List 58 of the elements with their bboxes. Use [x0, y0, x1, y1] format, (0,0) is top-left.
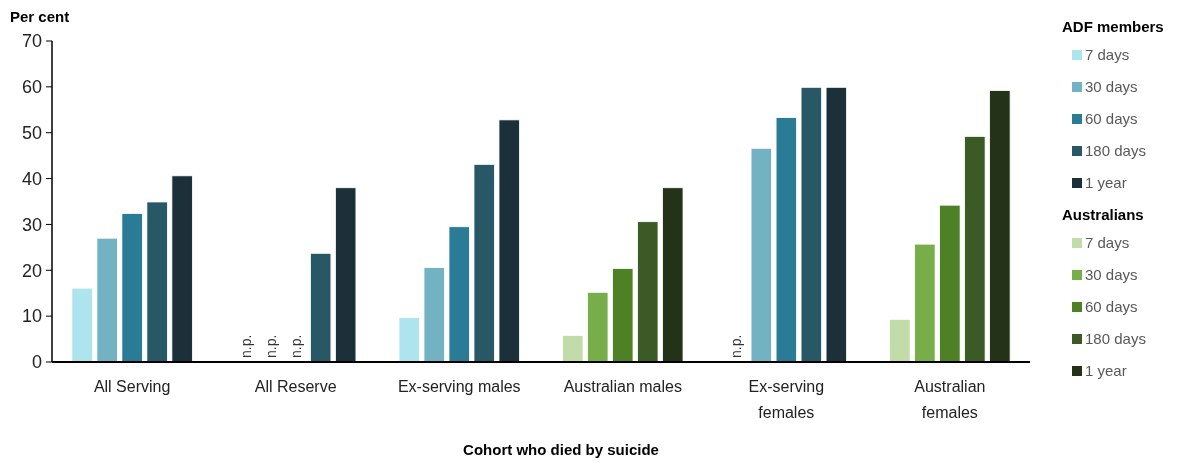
- x-tick-label: Australian males: [563, 378, 682, 395]
- bar: [562, 335, 584, 363]
- bar: [423, 267, 445, 363]
- bar: [121, 213, 143, 363]
- text: n.p.: [728, 334, 745, 358]
- bar: [398, 317, 420, 363]
- x-tick-label: All Serving: [93, 378, 171, 395]
- text: Australians: [1062, 206, 1144, 223]
- text: n.p.: [237, 334, 254, 358]
- bar: [498, 119, 520, 363]
- bar: [964, 135, 986, 363]
- legend-label: 60 days: [1085, 110, 1138, 127]
- bar: [146, 201, 168, 363]
- bar: [989, 90, 1011, 363]
- y-tick-label: 70: [21, 31, 42, 52]
- bar: [800, 86, 822, 363]
- legend-label: 30 days: [1085, 266, 1138, 283]
- y-tick-label: 40: [21, 168, 42, 189]
- bar: [612, 268, 634, 363]
- bar: [96, 237, 118, 363]
- bar: [637, 221, 659, 363]
- legend-label: 180 days: [1085, 142, 1146, 159]
- bar: [775, 117, 797, 363]
- legend-label: 180 days: [1085, 330, 1146, 347]
- y-tick-label: 50: [21, 123, 42, 144]
- bar: [335, 187, 357, 363]
- x-axis-title: Cohort who died by suicide: [463, 441, 659, 458]
- y-tick-label: 10: [21, 306, 42, 327]
- y-axis-title: Per cent: [10, 8, 70, 25]
- text: n.p.: [287, 334, 304, 358]
- bar: [448, 226, 470, 363]
- bar: [662, 187, 684, 363]
- bar: [310, 252, 332, 363]
- x-tick-label: All Reserve: [254, 378, 337, 395]
- bar: [71, 287, 93, 363]
- bar: [750, 147, 772, 363]
- bar: [914, 243, 936, 363]
- bar: [825, 86, 847, 363]
- text: n.p.: [262, 334, 279, 358]
- legend-label: 60 days: [1085, 298, 1138, 315]
- bar: [939, 204, 961, 363]
- y-tick-label: 60: [21, 77, 42, 98]
- y-tick-label: 0: [31, 352, 42, 373]
- legend-label: 7 days: [1085, 234, 1130, 251]
- legend-label: 1 year: [1085, 174, 1127, 191]
- legend-label: 30 days: [1085, 78, 1138, 95]
- bar: [587, 291, 609, 363]
- x-tick-label: Australian females: [914, 378, 986, 421]
- bar: [473, 163, 495, 363]
- legend-label: 7 days: [1085, 46, 1130, 63]
- x-tick-label: Ex-serving females: [748, 378, 825, 421]
- x-tick-label: Ex-serving males: [397, 378, 521, 395]
- legend-label: 1 year: [1085, 362, 1127, 379]
- y-tick-label: 30: [21, 214, 42, 235]
- legend-title: ADF members: [1062, 18, 1164, 35]
- bar: [171, 175, 193, 363]
- y-tick-label: 20: [21, 260, 42, 281]
- bar: [889, 318, 911, 363]
